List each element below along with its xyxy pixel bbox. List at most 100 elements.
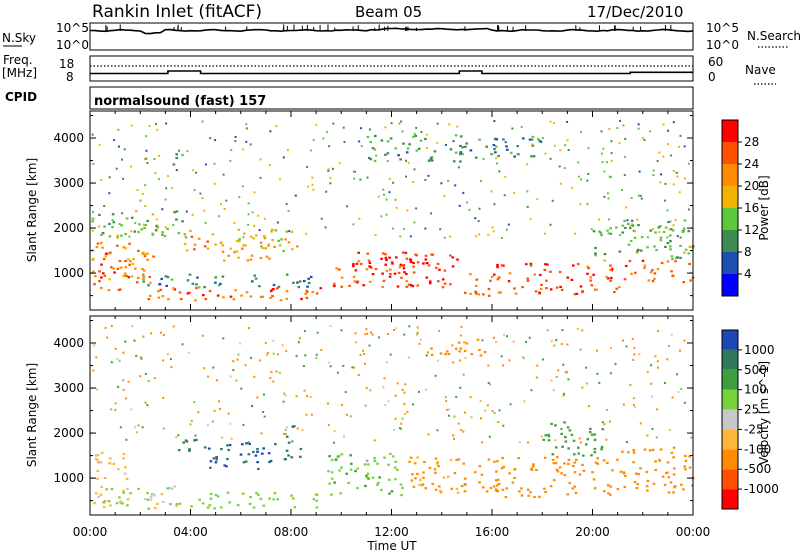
range-cell [667, 491, 671, 494]
range-cell [105, 488, 108, 491]
range-cell [623, 485, 627, 489]
range-cell [276, 221, 279, 224]
range-cell [237, 240, 241, 243]
range-cell [248, 442, 251, 445]
range-cell [118, 223, 121, 225]
range-cell [354, 332, 357, 335]
range-cell [269, 377, 272, 380]
range-cell [646, 434, 649, 437]
range-cell [654, 460, 657, 463]
range-cell [295, 395, 298, 398]
range-cell [581, 290, 584, 293]
range-cell [245, 140, 248, 143]
range-cell [529, 262, 533, 265]
range-cell [263, 235, 266, 238]
range-cell [520, 126, 523, 128]
range-cell [429, 280, 432, 283]
range-cell [305, 290, 309, 293]
range-cell [603, 195, 606, 198]
range-cell [651, 395, 653, 398]
range-cell [376, 483, 379, 486]
range-cell [333, 282, 336, 285]
range-cell [688, 262, 691, 266]
range-cell [412, 261, 415, 265]
range-cell [138, 223, 141, 226]
colorbar-swatch [722, 142, 738, 164]
range-cell [551, 199, 554, 202]
range-cell [108, 235, 112, 238]
range-cell [285, 297, 289, 300]
range-cell [600, 152, 603, 155]
range-cell [225, 465, 228, 468]
range-cell [204, 221, 207, 224]
range-cell [623, 219, 626, 222]
range-cell [464, 145, 467, 148]
range-cell [229, 422, 232, 425]
range-cell [505, 228, 508, 231]
range-cell [631, 223, 634, 226]
range-cell [504, 141, 507, 144]
range-cell [489, 279, 492, 282]
range-cell [523, 357, 526, 360]
range-cell [175, 169, 178, 172]
range-cell [436, 429, 439, 432]
range-cell [502, 364, 504, 367]
range-cell [385, 198, 388, 201]
range-cell [144, 498, 147, 501]
range-cell [679, 256, 682, 259]
range-cell [175, 210, 179, 213]
range-cell [159, 288, 162, 291]
range-cell [175, 218, 178, 221]
range-cell [282, 432, 285, 435]
range-cell [383, 456, 386, 459]
range-cell [532, 463, 535, 466]
range-cell [328, 455, 331, 458]
range-cell [531, 138, 534, 141]
range-cell [487, 458, 491, 461]
range-cell [493, 336, 495, 339]
range-cell [259, 241, 263, 244]
range-cell [404, 383, 407, 386]
range-cell [635, 487, 639, 490]
range-cell [593, 438, 597, 441]
range-cell [390, 122, 393, 125]
range-cell [270, 371, 273, 374]
range-cell [118, 259, 122, 263]
range-cell [678, 145, 680, 148]
range-cell [267, 243, 271, 246]
range-cell [269, 459, 273, 463]
range-cell [676, 175, 679, 178]
range-cell [624, 474, 627, 478]
range-cell [162, 397, 165, 399]
range-cell [571, 487, 574, 490]
range-cell [349, 454, 352, 457]
range-cell [554, 424, 557, 427]
colorbar-swatch [722, 330, 738, 350]
range-cell [124, 466, 127, 469]
range-cell [242, 423, 245, 426]
range-cell [434, 457, 438, 460]
range-cell [424, 487, 428, 490]
range-cell [419, 139, 423, 142]
range-cell [392, 181, 395, 184]
range-cell [263, 237, 267, 240]
range-cell [598, 381, 601, 384]
range-cell [312, 138, 315, 141]
range-cell [299, 455, 302, 458]
velocity-scatter [92, 325, 695, 510]
range-cell [669, 248, 672, 251]
range-cell [443, 282, 447, 285]
range-cell [394, 417, 397, 420]
range-cell [256, 450, 259, 453]
range-cell [93, 502, 96, 505]
range-cell [112, 267, 116, 270]
range-cell [128, 235, 131, 238]
range-cell [643, 264, 647, 267]
range-cell [405, 257, 409, 260]
range-cell [228, 443, 232, 447]
range-cell [158, 283, 162, 286]
range-cell [505, 487, 508, 490]
range-cell [668, 228, 671, 231]
range-cell [634, 472, 638, 475]
range-cell [616, 458, 619, 461]
